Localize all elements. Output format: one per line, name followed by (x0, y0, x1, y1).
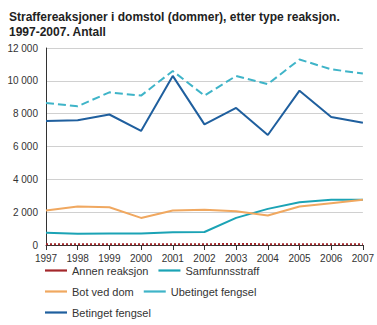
svg-text:Annen reaksjon: Annen reaksjon (72, 265, 148, 277)
svg-text:Straffereaksjoner i domstol (d: Straffereaksjoner i domstol (dommer), et… (9, 10, 343, 24)
svg-text:2002: 2002 (193, 253, 216, 264)
svg-text:8 000: 8 000 (13, 108, 38, 119)
svg-text:4 000: 4 000 (13, 174, 38, 185)
svg-text:2006: 2006 (320, 253, 343, 264)
svg-text:2001: 2001 (162, 253, 185, 264)
svg-text:Samfunnsstraff: Samfunnsstraff (185, 265, 260, 277)
svg-text:2005: 2005 (288, 253, 311, 264)
svg-text:Ubetinget fengsel: Ubetinget fengsel (171, 286, 257, 298)
svg-text:2 000: 2 000 (13, 207, 38, 218)
svg-text:12 000: 12 000 (7, 43, 38, 54)
svg-text:2004: 2004 (257, 253, 280, 264)
svg-text:Bot ved dom: Bot ved dom (72, 286, 134, 298)
svg-text:2000: 2000 (130, 253, 153, 264)
svg-text:1997: 1997 (35, 253, 58, 264)
svg-text:0: 0 (32, 240, 38, 251)
svg-text:Betinget fengsel: Betinget fengsel (72, 307, 151, 319)
svg-text:2003: 2003 (225, 253, 248, 264)
svg-text:2007: 2007 (352, 253, 375, 264)
svg-text:6 000: 6 000 (13, 141, 38, 152)
svg-text:1999: 1999 (98, 253, 121, 264)
svg-text:1997-2007. Antall: 1997-2007. Antall (9, 25, 106, 39)
svg-text:1998: 1998 (67, 253, 90, 264)
svg-text:10 000: 10 000 (7, 75, 38, 86)
